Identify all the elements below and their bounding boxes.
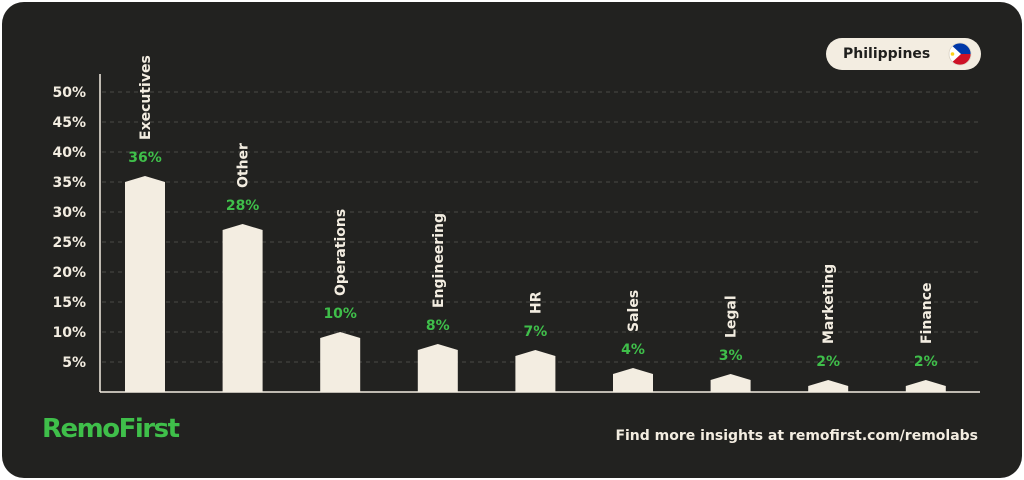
bar-engineering: [417, 344, 458, 392]
value-label: 2%: [816, 354, 840, 370]
y-tick-label: 5%: [62, 355, 86, 371]
y-tick-label: 10%: [52, 325, 86, 341]
category-label: Operations: [333, 209, 349, 296]
value-label: 3%: [719, 348, 743, 364]
bar-legal: [710, 374, 751, 392]
bar-hr: [515, 350, 556, 392]
bar-marketing: [808, 380, 849, 392]
y-tick-label: 45%: [52, 115, 86, 131]
category-label: Legal: [724, 295, 740, 338]
bar-operations: [320, 332, 361, 392]
value-label: 4%: [621, 342, 645, 358]
y-tick-label: 50%: [52, 85, 86, 101]
category-label: Marketing: [821, 264, 837, 344]
category-label: Other: [236, 143, 252, 188]
value-label: 2%: [914, 354, 938, 370]
value-label: 10%: [323, 306, 357, 322]
country-name: Philippines: [843, 46, 931, 62]
bar-finance: [905, 380, 946, 392]
y-tick-label: 15%: [52, 295, 86, 311]
bar-executives: [125, 176, 165, 392]
value-label: 7%: [524, 324, 548, 340]
bar-other: [222, 224, 263, 392]
philippines-flag-icon: [948, 42, 972, 66]
y-tick-label: 40%: [52, 145, 86, 161]
category-label: Sales: [626, 290, 642, 332]
category-label: Engineering: [431, 213, 447, 308]
category-label: Finance: [919, 282, 935, 344]
y-tick-label: 30%: [52, 205, 86, 221]
y-tick-label: 20%: [52, 265, 86, 281]
brand-logo[interactable]: RemoFirst: [42, 414, 180, 444]
y-tick-label: 25%: [52, 235, 86, 251]
value-label: 36%: [128, 150, 162, 166]
value-label: 8%: [426, 318, 450, 334]
y-tick-label: 35%: [52, 175, 86, 191]
category-label: HR: [528, 291, 544, 314]
category-label: Executives: [138, 55, 154, 140]
value-label: 28%: [226, 198, 260, 214]
bar-sales: [613, 368, 653, 392]
country-selector[interactable]: Philippines: [826, 38, 981, 70]
footer-insights-link[interactable]: Find more insights at remofirst.com/remo…: [615, 428, 978, 444]
